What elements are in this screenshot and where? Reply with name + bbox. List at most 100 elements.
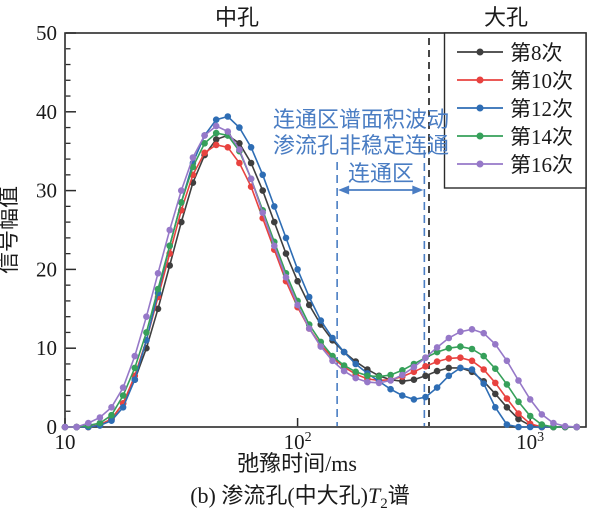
data-point: [445, 344, 453, 352]
data-point: [375, 379, 383, 387]
y-tick-label: 20: [36, 257, 57, 281]
data-point: [201, 140, 208, 147]
data-point: [96, 419, 104, 427]
legend-sample-marker: [476, 104, 484, 112]
legend-box: [443, 32, 587, 189]
data-point: [154, 270, 162, 277]
data-point: [410, 363, 418, 371]
data-point: [445, 364, 453, 372]
data-point: [282, 234, 290, 242]
data-point: [340, 362, 348, 369]
data-point: [108, 417, 115, 425]
data-point: [457, 354, 464, 362]
data-point: [364, 372, 371, 380]
data-point: [119, 384, 127, 391]
data-point: [247, 175, 255, 183]
legend-sample-marker: [476, 48, 484, 56]
data-point: [259, 171, 267, 179]
zone-arrow-right-head: [412, 185, 424, 195]
data-point: [329, 334, 336, 342]
data-point: [271, 242, 278, 250]
data-point: [131, 376, 139, 384]
annotation-connectivity-zone-label: 连通区: [348, 161, 414, 186]
data-point: [294, 277, 301, 285]
data-point: [422, 393, 429, 401]
data-point: [85, 419, 92, 427]
data-point: [131, 364, 139, 372]
x-tick-label: 103: [516, 430, 544, 454]
data-point: [143, 329, 150, 336]
data-point: [468, 326, 476, 333]
data-point: [515, 410, 522, 417]
data-point: [445, 334, 453, 342]
data-point: [329, 357, 336, 365]
data-point: [259, 187, 267, 194]
data-point: [224, 144, 232, 151]
x-tick-label: 102: [284, 430, 312, 454]
data-point: [387, 377, 394, 384]
x-tick-label: 10: [55, 430, 76, 454]
plot-border: [64, 32, 587, 428]
data-point: [422, 372, 429, 380]
data-point: [457, 328, 464, 336]
data-point: [492, 404, 499, 411]
data-point: [526, 412, 534, 420]
zone-arrow-left-head: [338, 185, 350, 195]
data-point: [526, 423, 534, 431]
data-point: [410, 396, 418, 403]
data-point: [480, 366, 488, 373]
data-point: [317, 343, 325, 350]
data-point: [352, 360, 360, 368]
data-point: [178, 187, 185, 194]
data-point: [364, 378, 371, 386]
data-point: [189, 163, 197, 171]
data-point: [282, 250, 290, 257]
data-point: [294, 301, 301, 309]
data-point: [515, 423, 522, 431]
data-point: [236, 146, 243, 153]
annotation-zone-area-fluctuation: 连通区谱面积波动: [273, 107, 449, 132]
data-point: [550, 419, 557, 427]
data-point: [515, 377, 522, 384]
data-point: [468, 366, 476, 373]
data-point: [445, 372, 453, 380]
data-point: [294, 266, 301, 273]
annotation-unstable-connection: 渗流孔非稳定连通: [273, 133, 449, 158]
data-point: [212, 136, 220, 143]
data-point: [282, 274, 290, 281]
data-point: [212, 141, 220, 149]
data-point: [236, 124, 243, 131]
data-point: [340, 348, 348, 356]
legend-sample-marker: [476, 76, 484, 84]
data-point: [503, 404, 511, 411]
data-point: [445, 355, 453, 362]
legend-item-label: 第14次: [510, 125, 573, 149]
legend-sample-marker: [476, 132, 484, 140]
data-point: [503, 381, 511, 388]
data-point: [143, 313, 150, 321]
data-point: [259, 209, 267, 216]
data-point: [119, 392, 127, 399]
x-axis-title: 弛豫时间/ms: [237, 451, 357, 476]
data-point: [399, 371, 406, 379]
data-point: [538, 411, 546, 418]
data-point: [526, 396, 534, 403]
data-point: [561, 422, 569, 430]
data-point: [201, 132, 208, 139]
data-point: [492, 341, 499, 348]
data-point: [201, 149, 208, 157]
data-point: [154, 285, 162, 293]
data-point: [271, 218, 278, 226]
region-label-mesopore: 中孔: [215, 5, 259, 30]
data-point: [131, 352, 139, 360]
data-point: [422, 354, 429, 362]
figure-caption: (b) 渗流孔(中大孔)T2谱: [190, 483, 410, 512]
data-point: [433, 384, 441, 391]
data-point: [352, 368, 360, 376]
data-point: [433, 348, 441, 356]
legend-item-label: 第10次: [510, 69, 573, 93]
data-point: [387, 371, 394, 379]
data-point: [375, 373, 383, 380]
data-point: [166, 226, 173, 234]
